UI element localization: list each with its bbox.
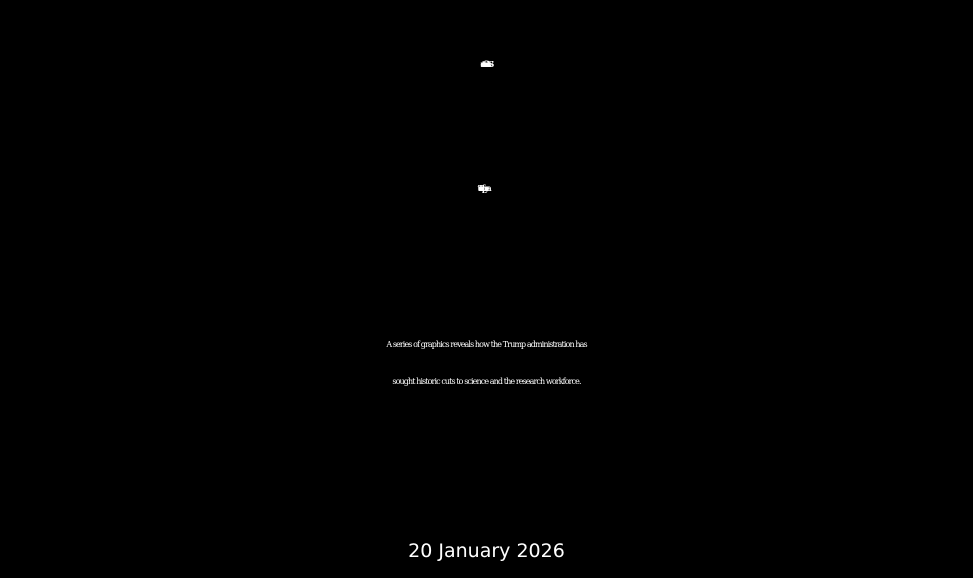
standfirst-line-1: A series of graphics reveals how the Tru… (386, 340, 587, 349)
headline-line-2: a year of Trump (0, 126, 973, 250)
standfirst: A series of graphics reveals how the Tru… (0, 326, 973, 400)
standfirst-line-2: sought historic cuts to science and the … (392, 377, 581, 386)
headline-line-1: US science after (0, 2, 973, 126)
headline: US science after a year of Trump (0, 2, 973, 250)
publish-date: 20 January 2026 (408, 540, 565, 562)
